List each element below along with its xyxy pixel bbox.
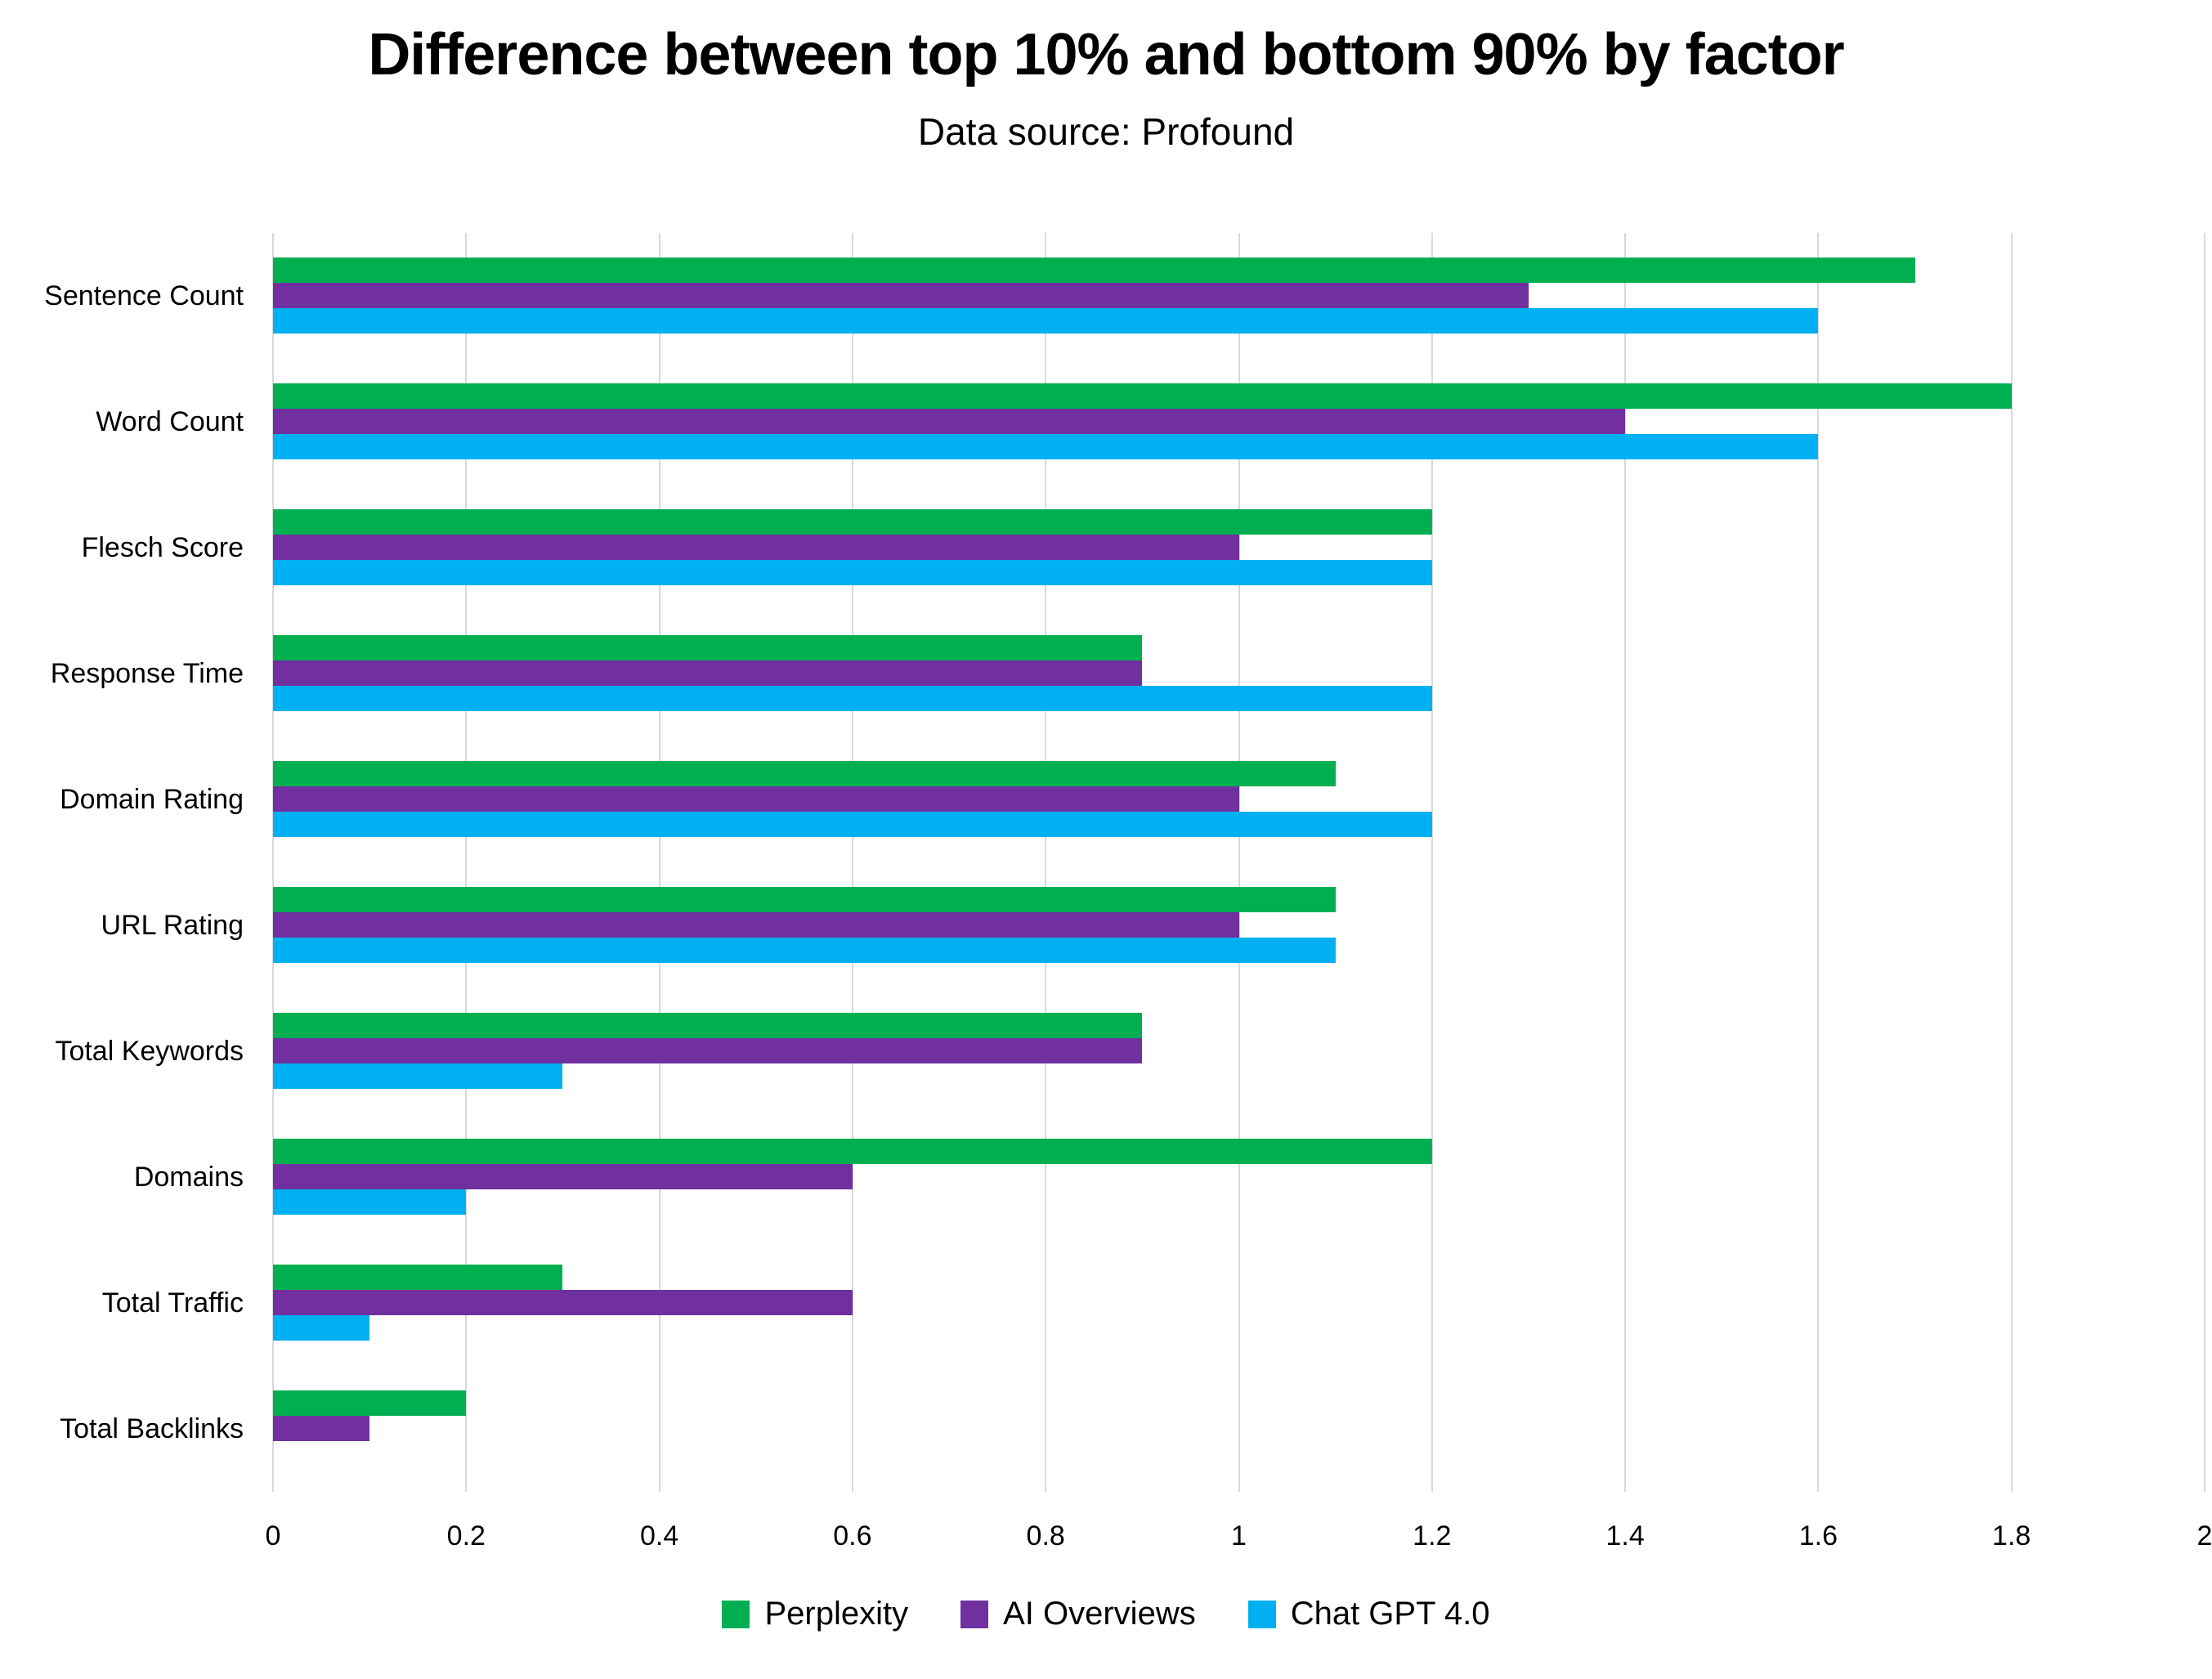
bar-perplexity <box>273 257 1915 283</box>
legend-label: Perplexity <box>764 1596 909 1632</box>
bar-perplexity <box>273 635 1143 660</box>
chart-title: Difference between top 10% and bottom 90… <box>368 22 1844 87</box>
legend-swatch-icon <box>1247 1600 1276 1628</box>
x-tick-label: 0.8 <box>1026 1520 1065 1551</box>
plot-area <box>272 233 2205 1492</box>
category-labels: Sentence Count Word Count Flesch Score Resp… <box>0 233 244 1492</box>
x-tick-label: 0.6 <box>833 1520 872 1551</box>
legend-item: AI Overviews <box>960 1596 1196 1632</box>
bar-ai-overviews <box>273 1038 1143 1063</box>
bar-ai-overviews <box>273 660 1143 686</box>
bar-chat-gpt-4-0 <box>273 560 1432 585</box>
bar-perplexity <box>273 509 1432 535</box>
category-label: URL Rating <box>101 909 244 941</box>
x-tick-label: 1.2 <box>1413 1520 1452 1551</box>
bar-chat-gpt-4-0 <box>273 938 1336 963</box>
gridline <box>1238 233 1240 1492</box>
category-row <box>273 233 2205 359</box>
x-tick-label: 1 <box>1231 1520 1247 1551</box>
legend-swatch-icon <box>960 1600 989 1628</box>
category-row <box>273 988 2205 1114</box>
x-tick-label: 0.2 <box>446 1520 486 1551</box>
bar-perplexity <box>273 887 1336 912</box>
bar-perplexity <box>273 1139 1432 1164</box>
bar-perplexity <box>273 383 2012 409</box>
rows <box>273 233 2205 1492</box>
category-label: Flesch Score <box>81 531 244 563</box>
category-row <box>273 359 2205 485</box>
category-label: Total Keywords <box>55 1035 244 1067</box>
category-row <box>273 1240 2205 1366</box>
bar-chat-gpt-4-0 <box>273 812 1432 837</box>
gridline <box>1431 233 1433 1492</box>
x-axis: 0 0.2 0.4 0.6 0.8 1 1.2 1.4 1.6 1.8 2 <box>266 1514 2212 1563</box>
category-label: Total Backlinks <box>60 1413 244 1444</box>
category-label: Response Time <box>50 657 244 689</box>
bar-ai-overviews <box>273 786 1239 812</box>
bar-chat-gpt-4-0 <box>273 1189 467 1215</box>
legend-item: Perplexity <box>722 1596 908 1632</box>
category-row <box>273 1114 2205 1240</box>
bar-chat-gpt-4-0 <box>273 686 1432 711</box>
bar-ai-overviews <box>273 1416 370 1441</box>
gridline <box>1624 233 1627 1492</box>
x-tick-label: 1.8 <box>1992 1520 2031 1551</box>
bar-perplexity <box>273 1265 563 1290</box>
bar-chat-gpt-4-0 <box>273 1315 370 1341</box>
gridline <box>2010 233 2013 1492</box>
bar-ai-overviews <box>273 535 1239 560</box>
legend-label: Chat GPT 4.0 <box>1290 1596 1490 1632</box>
bar-ai-overviews <box>273 1164 853 1189</box>
category-row <box>273 1366 2205 1492</box>
bar-perplexity <box>273 1013 1143 1038</box>
x-tick-label: 0.4 <box>639 1520 679 1551</box>
bar-perplexity <box>273 761 1336 786</box>
bar-chat-gpt-4-0 <box>273 1063 563 1089</box>
gridline <box>2204 233 2205 1492</box>
bar-perplexity <box>273 1390 467 1416</box>
category-label: Total Traffic <box>101 1287 244 1319</box>
category-row <box>273 485 2205 611</box>
category-row <box>273 611 2205 737</box>
x-tick-label: 1.4 <box>1605 1520 1645 1551</box>
gridline <box>658 233 660 1492</box>
category-label: Sentence Count <box>44 280 244 311</box>
chart-subtitle: Data source: Profound <box>917 110 1295 153</box>
bar-chat-gpt-4-0 <box>273 434 1819 459</box>
bar-ai-overviews <box>273 1290 853 1315</box>
category-label: Word Count <box>96 405 244 437</box>
gridline <box>465 233 468 1492</box>
bar-chat-gpt-4-0 <box>273 308 1819 334</box>
category-row <box>273 737 2205 862</box>
category-label: Domains <box>133 1161 244 1193</box>
category-label: Domain Rating <box>60 783 244 815</box>
legend-item: Chat GPT 4.0 <box>1247 1596 1490 1632</box>
x-tick-label: 2 <box>2196 1520 2212 1551</box>
gridline <box>851 233 853 1492</box>
bar-ai-overviews <box>273 912 1239 938</box>
legend-label: AI Overviews <box>1003 1596 1196 1632</box>
category-row <box>273 862 2205 988</box>
x-tick-label: 1.6 <box>1798 1520 1838 1551</box>
x-tick-label: 0 <box>265 1520 281 1551</box>
gridline <box>1817 233 1820 1492</box>
legend: Perplexity AI Overviews Chat GPT 4.0 <box>0 1596 2212 1632</box>
gridline <box>272 233 274 1492</box>
bar-ai-overviews <box>273 283 1529 308</box>
legend-swatch-icon <box>722 1600 750 1628</box>
gridline <box>1045 233 1047 1492</box>
bar-ai-overviews <box>273 409 1626 434</box>
